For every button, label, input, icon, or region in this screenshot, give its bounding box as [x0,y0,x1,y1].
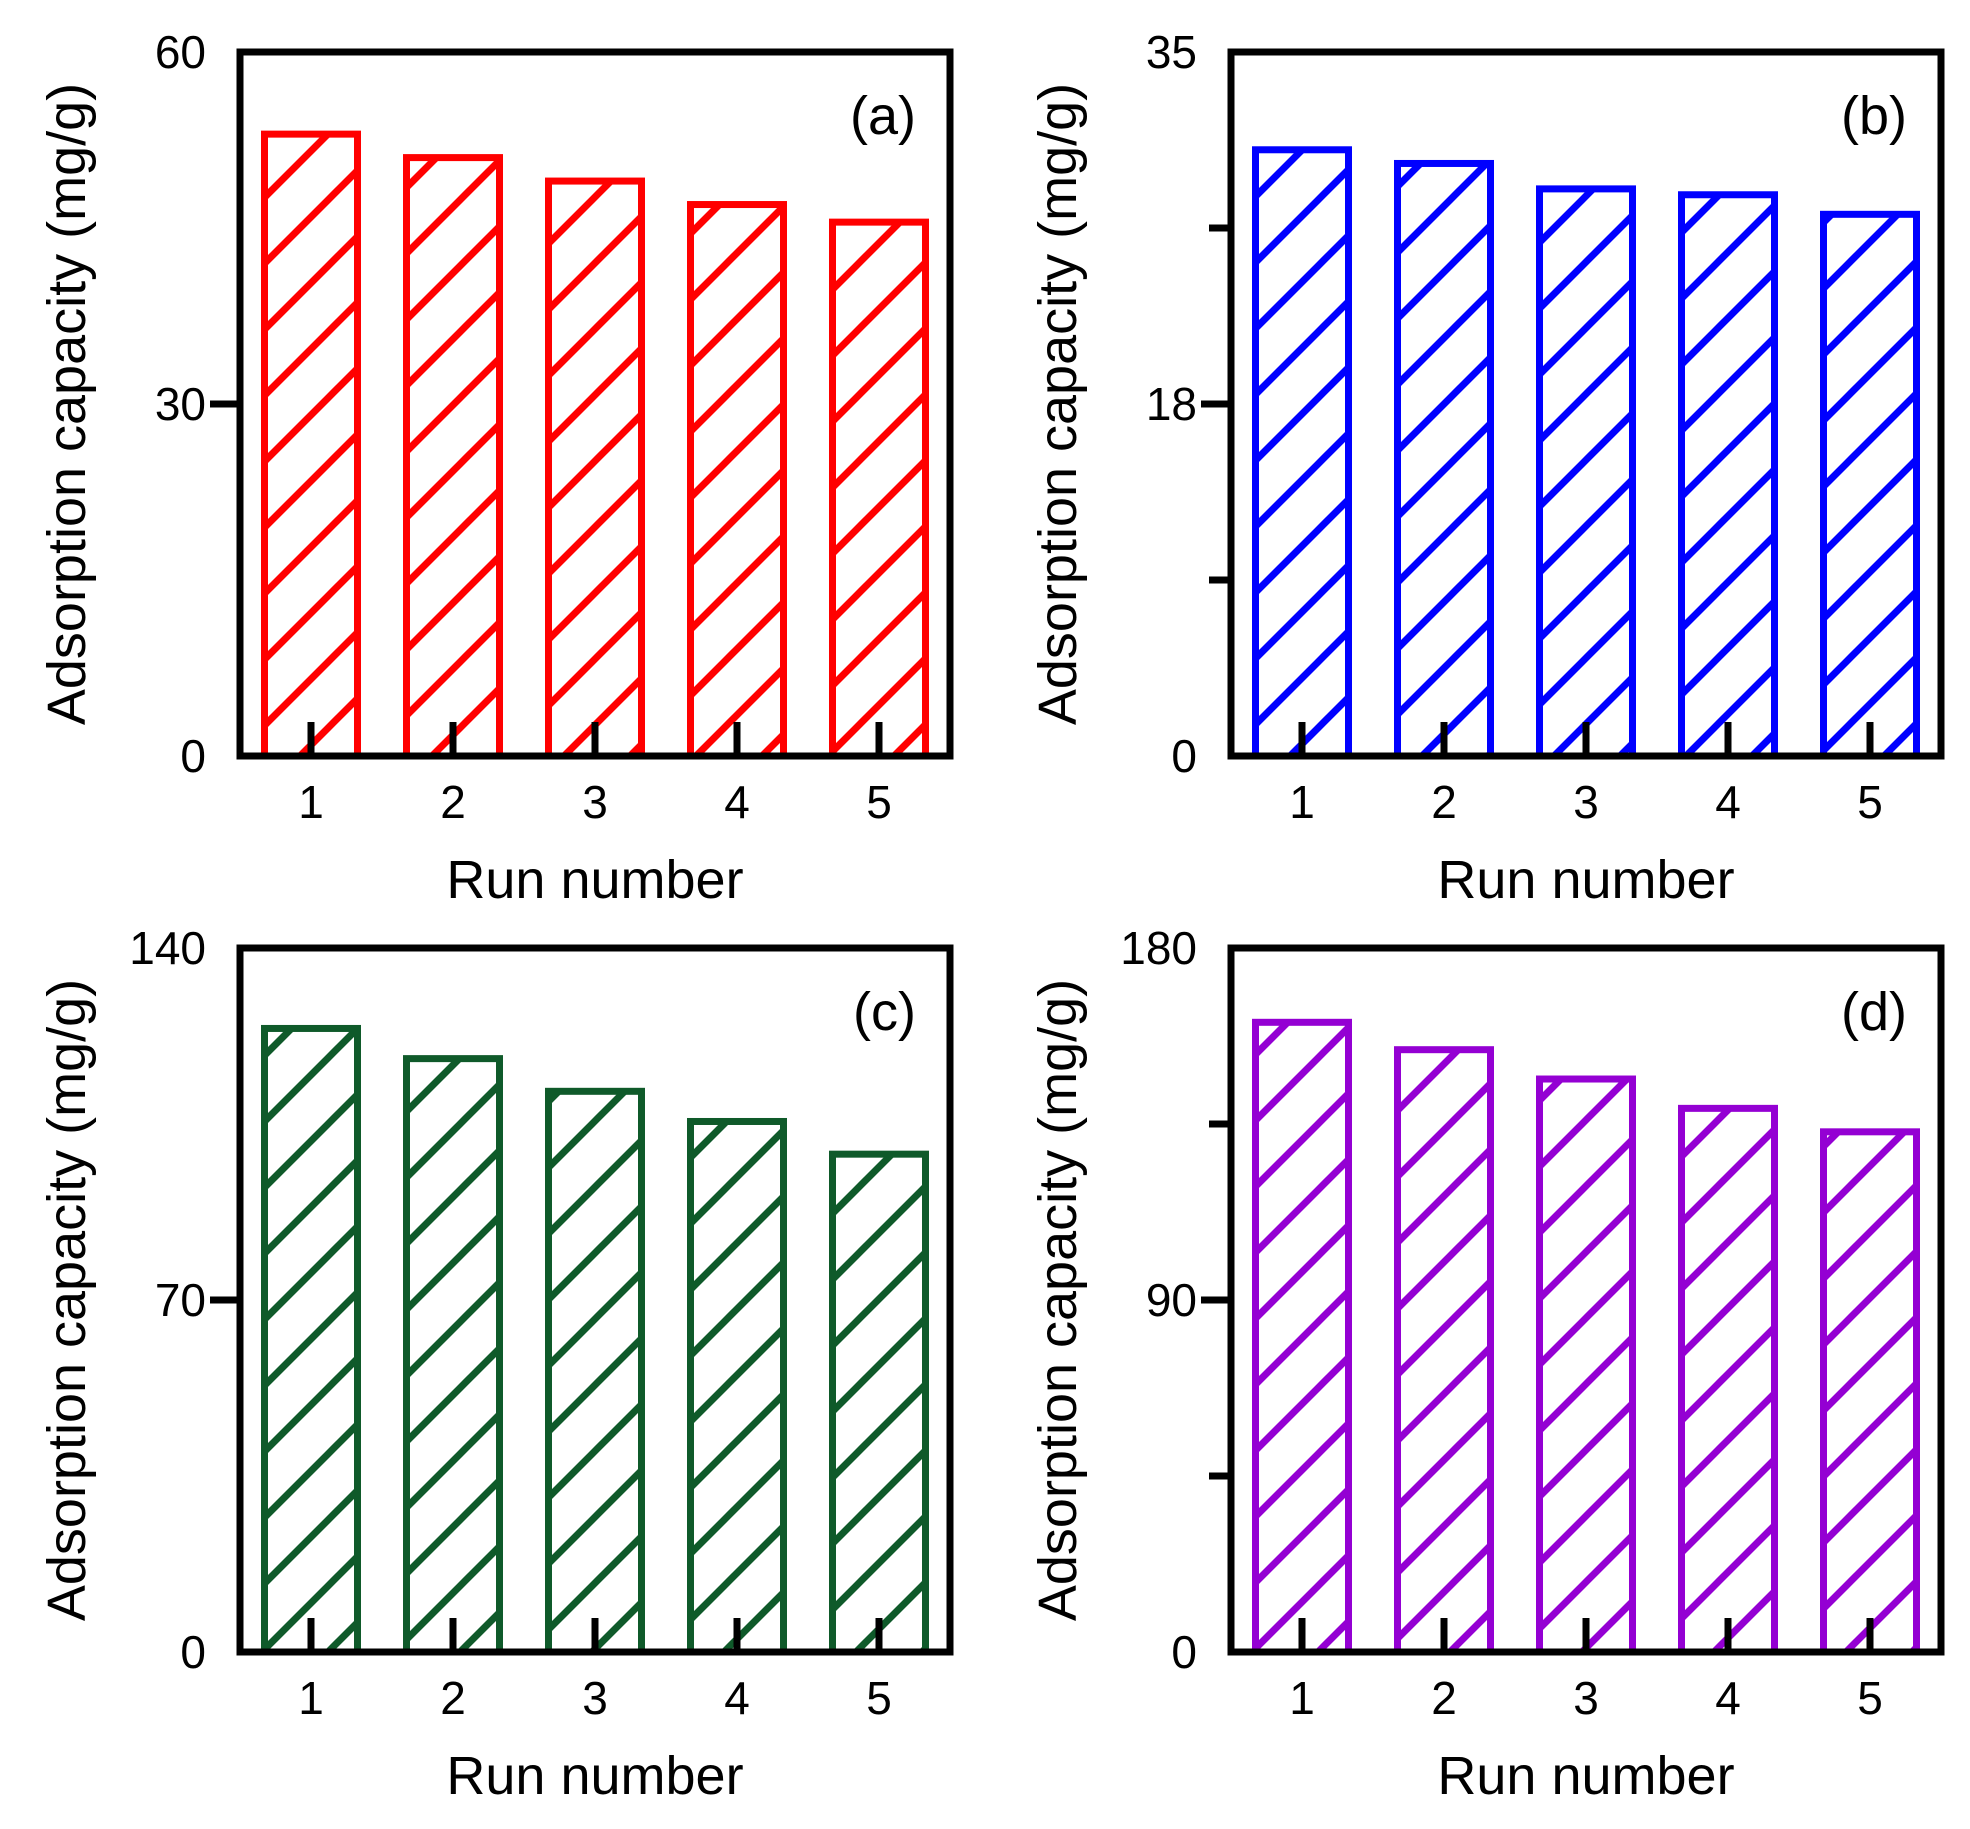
x-tick-label: 5 [866,776,892,828]
y-tick-label: 18 [1146,378,1197,430]
panel-label: (c) [853,982,916,1042]
bar-3-3 [545,1087,645,1656]
bar-2-4 [1678,191,1778,760]
bar-3-5 [829,1150,929,1656]
panel-label: (a) [850,86,916,146]
y-tick-label: 0 [1171,730,1197,782]
panel-2: 1 2 3 4 5 0 18 35 Run number Adsorption capacity … [1028,26,1945,910]
panel-1: 1 2 3 4 5 0 30 60 Run number Adsorption capacity … [37,26,954,910]
x-tick-label: 1 [1289,1672,1315,1724]
x-tick-label: 2 [440,776,466,828]
bar-4-2 [1394,1046,1494,1656]
bar-4-5 [1820,1128,1920,1656]
x-tick-label: 4 [1715,1672,1741,1724]
x-axis-title: Run number [446,1746,743,1806]
bar-4-4 [1678,1104,1778,1656]
x-tick-label: 1 [298,776,324,828]
bar-1-4 [687,201,787,760]
bar-1-2 [403,154,503,760]
x-tick-label: 1 [298,1672,324,1724]
x-tick-label: 3 [582,776,608,828]
bar-3-4 [687,1117,787,1656]
panel-label: (b) [1841,86,1907,146]
bar-2-3 [1536,185,1636,760]
x-axis-title: Run number [1437,850,1734,910]
y-tick-label: 180 [1120,922,1197,974]
x-tick-label: 5 [866,1672,892,1724]
x-tick-label: 3 [582,1672,608,1724]
x-tick-label: 1 [1289,776,1315,828]
bar-1-5 [829,218,929,760]
bar-3-2 [403,1055,503,1656]
y-axis-title: Adsorption capacity (mg/g) [37,979,97,1621]
y-tick-label: 0 [180,1626,206,1678]
x-tick-label: 3 [1573,1672,1599,1724]
bar-1-1 [261,130,361,760]
x-tick-label: 4 [724,1672,750,1724]
x-axis-title: Run number [1437,1746,1734,1806]
y-axis-title: Adsorption capacity (mg/g) [37,83,97,725]
y-tick-label: 140 [129,922,206,974]
y-tick-label: 60 [155,26,206,78]
bar-4-1 [1252,1018,1352,1656]
y-tick-label: 90 [1146,1274,1197,1326]
y-axis-title: Adsorption capacity (mg/g) [1028,83,1088,725]
y-tick-label: 0 [1171,1626,1197,1678]
y-axis-title: Adsorption capacity (mg/g) [1028,979,1088,1621]
y-tick-label: 30 [155,378,206,430]
bar-2-1 [1252,146,1352,760]
panel-4: 1 2 3 4 5 0 90 180 Run number Adsorption capacity… [1028,922,1945,1806]
panel-label: (d) [1841,982,1907,1042]
x-axis-title: Run number [446,850,743,910]
x-tick-label: 2 [1431,776,1457,828]
bar-1-3 [545,177,645,760]
x-tick-label: 2 [440,1672,466,1724]
y-tick-label: 70 [155,1274,206,1326]
bar-2-5 [1820,210,1920,760]
y-tick-label: 0 [180,730,206,782]
y-tick-label: 35 [1146,26,1197,78]
bar-2-2 [1394,159,1494,760]
panel-3: 1 2 3 4 5 0 70 140 Run number Adsorption capacity… [37,922,954,1806]
x-tick-label: 3 [1573,776,1599,828]
bar-4-3 [1536,1075,1636,1656]
x-tick-label: 5 [1857,1672,1883,1724]
x-tick-label: 5 [1857,776,1883,828]
x-tick-label: 4 [724,776,750,828]
x-tick-label: 4 [1715,776,1741,828]
x-tick-label: 2 [1431,1672,1457,1724]
bar-3-1 [261,1024,361,1656]
